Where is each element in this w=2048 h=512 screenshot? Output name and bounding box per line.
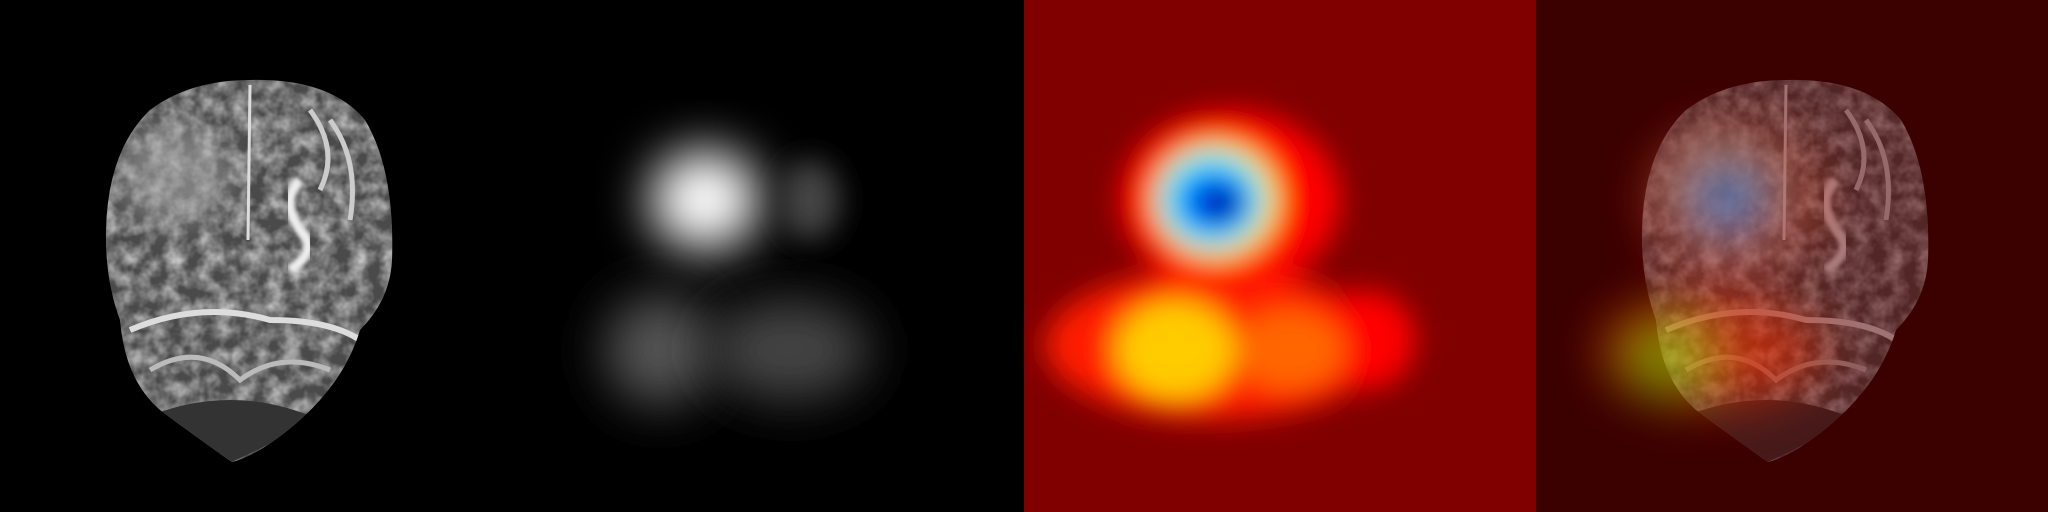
panel-heatmap (1024, 0, 1536, 512)
panel-attention-gray (512, 0, 1024, 512)
panel-overlay (1536, 0, 2048, 512)
